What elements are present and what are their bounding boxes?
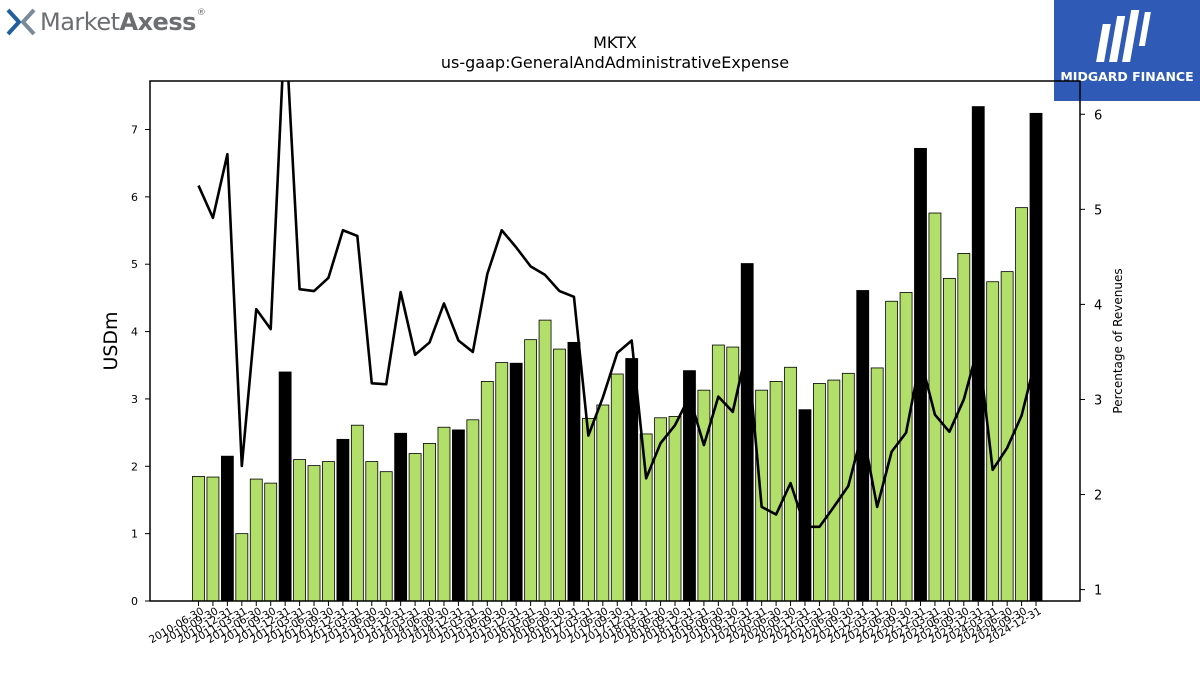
bar-2013-06-30 <box>365 461 379 602</box>
bar-2017-03-31 <box>581 418 595 602</box>
bar-2011-06-30 <box>249 478 263 602</box>
bar-2024-12-31 <box>1029 112 1043 602</box>
bar-2015-06-30 <box>480 381 494 602</box>
bar-2016-12-31 <box>567 341 581 602</box>
bar-2015-12-31 <box>509 362 523 602</box>
plot-frame <box>149 80 1081 602</box>
bar-series <box>192 106 1043 602</box>
bar-2015-03-31 <box>466 419 480 602</box>
y-tick-label: 1 <box>131 528 138 541</box>
y-tick-label: 0 <box>131 595 138 608</box>
bar-2016-09-30 <box>553 348 566 602</box>
line-series <box>197 81 1038 529</box>
y-tick-label: 7 <box>131 123 138 136</box>
bar-2016-06-30 <box>538 319 552 602</box>
bar-2019-09-30 <box>726 346 740 602</box>
y2-tick-label: 5 <box>1094 203 1102 218</box>
bar-2016-03-31 <box>524 339 538 602</box>
percentage-line <box>197 81 1038 529</box>
y2-axis-label: Percentage of Revenues <box>1111 268 1125 413</box>
bar-2020-06-30 <box>769 381 783 602</box>
y-tick-label: 2 <box>131 460 138 473</box>
bar-2012-09-30 <box>322 461 335 602</box>
y2-tick-label: 4 <box>1094 298 1102 313</box>
bar-2010-12-31 <box>220 455 234 602</box>
bar-2013-09-30 <box>379 471 393 602</box>
bar-2010-09-30 <box>206 476 220 602</box>
bar-2011-03-31 <box>235 533 249 602</box>
bar-2010-06-30 <box>192 475 205 602</box>
bar-2021-03-31 <box>813 383 826 602</box>
bar-2019-06-30 <box>711 344 725 602</box>
y-axis-label: USDm <box>100 311 122 370</box>
y-tick-label: 3 <box>131 393 138 406</box>
bar-2014-09-30 <box>437 426 451 602</box>
midgard-finance-logo: MIDGARD FINANCE <box>1054 0 1200 101</box>
bar-2018-09-30 <box>668 416 682 602</box>
midgard-brand-name: MIDGARD FINANCE <box>1060 69 1194 84</box>
y2-tick-label: 1 <box>1094 584 1102 599</box>
bar-2014-03-31 <box>408 453 422 602</box>
bar-2011-09-30 <box>264 482 278 602</box>
bar-2023-06-30 <box>942 277 956 602</box>
bar-2020-12-31 <box>798 409 812 602</box>
midgard-emblem-icon <box>1096 10 1151 62</box>
bar-2022-09-30 <box>899 292 913 602</box>
marketaxess-x-icon <box>6 8 36 36</box>
bar-2011-12-31 <box>278 371 292 602</box>
bar-2012-06-30 <box>307 465 321 602</box>
bar-2017-09-30 <box>610 373 624 602</box>
bar-2024-09-30 <box>1015 207 1028 602</box>
bar-2014-12-31 <box>452 429 465 602</box>
bar-2013-12-31 <box>394 432 408 602</box>
bar-2018-03-31 <box>639 433 653 602</box>
x-axis: 2010-06-302010-09-302010-12-312011-03-31… <box>147 601 1044 646</box>
y-axis-right: 1 2 3 4 5 6 <box>1080 108 1102 599</box>
y-tick-label: 5 <box>131 258 138 271</box>
y-tick-label: 6 <box>131 191 138 204</box>
bar-2023-03-31 <box>928 212 942 602</box>
chart-title: MKTX <box>593 33 637 52</box>
bar-2017-06-30 <box>596 404 610 602</box>
chart-subtitle: us-gaap:GeneralAndAdministrativeExpense <box>441 53 789 72</box>
y2-tick-label: 3 <box>1094 393 1102 408</box>
y-tick-label: 4 <box>131 326 138 339</box>
bar-2017-12-31 <box>625 358 639 602</box>
marketaxess-wordmark: MarketAxess® <box>40 8 206 36</box>
bar-2023-09-30 <box>957 253 971 602</box>
marketaxess-logo: MarketAxess® <box>6 4 206 40</box>
y2-tick-label: 2 <box>1094 489 1102 504</box>
bar-2019-12-31 <box>740 263 754 602</box>
y2-tick-label: 6 <box>1094 108 1102 123</box>
bar-2021-06-30 <box>827 379 841 602</box>
bar-2012-12-31 <box>336 438 350 602</box>
y-axis-left: 0 1 2 3 4 5 6 7 <box>131 123 150 608</box>
bar-2012-03-31 <box>293 459 306 602</box>
bar-2014-06-30 <box>423 442 436 602</box>
bar-2015-09-30 <box>495 362 509 602</box>
bar-2019-03-31 <box>697 389 711 602</box>
bar-2013-03-31 <box>350 424 364 602</box>
